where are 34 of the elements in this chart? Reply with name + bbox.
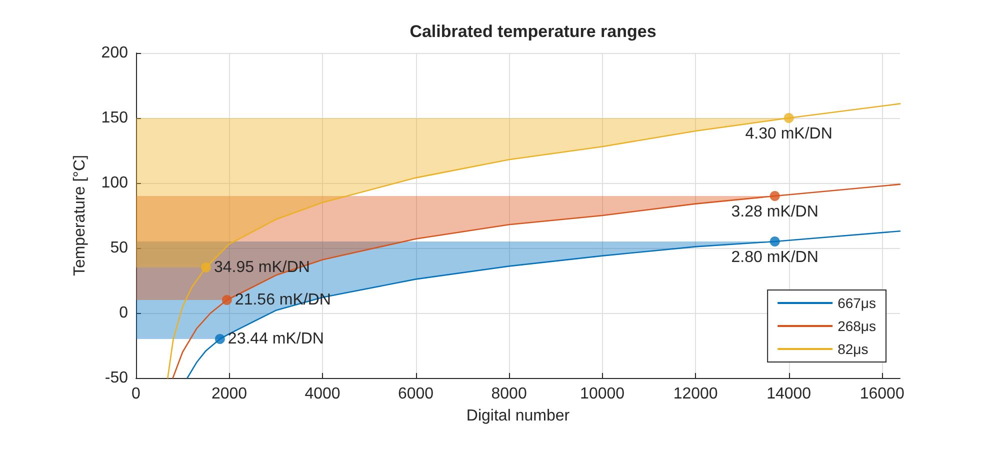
x-tick-label: 14000 bbox=[766, 386, 812, 402]
point bbox=[222, 295, 232, 305]
x-tick-label: 6000 bbox=[398, 386, 434, 402]
point bbox=[214, 334, 225, 344]
point bbox=[770, 191, 780, 201]
line-series bbox=[167, 103, 901, 379]
line-series bbox=[186, 230, 901, 379]
x-axis-title: Digital number bbox=[466, 408, 570, 424]
annotation: 4.30 mK/DN bbox=[745, 126, 832, 142]
x-tick-label: 8000 bbox=[491, 386, 527, 402]
chart-title: Calibrated temperature ranges bbox=[410, 22, 656, 41]
annotation: 23.44 mK/DN bbox=[228, 330, 324, 348]
y-axis-title: Temperature [°C] bbox=[72, 154, 88, 276]
line-series bbox=[172, 184, 901, 379]
y-tick-label: 200 bbox=[101, 44, 128, 62]
annotation: 3.28 mK/DN bbox=[731, 204, 818, 220]
legend-label: 268μs bbox=[838, 318, 876, 334]
legend-label: 82μs bbox=[838, 341, 868, 357]
point bbox=[200, 262, 211, 272]
x-tick-label: 4000 bbox=[304, 386, 340, 402]
annotation: 2.80 mK/DN bbox=[731, 249, 818, 266]
x-tick-label: 12000 bbox=[673, 386, 718, 402]
y-tick-label: 150 bbox=[101, 110, 128, 126]
y-tick-label: 0 bbox=[119, 304, 128, 322]
y-tick-label: -50 bbox=[104, 370, 128, 386]
y-tick-label: 100 bbox=[101, 174, 128, 192]
x-tick-label: 16000 bbox=[860, 386, 904, 402]
legend-label: 667μs bbox=[838, 295, 876, 311]
x-tick-label: 2000 bbox=[211, 386, 248, 402]
point bbox=[770, 236, 780, 246]
x-tick-label: 10000 bbox=[580, 386, 625, 402]
x-tick-label: 0 bbox=[132, 386, 141, 402]
point bbox=[784, 113, 794, 123]
y-tick-label: 50 bbox=[110, 240, 128, 256]
